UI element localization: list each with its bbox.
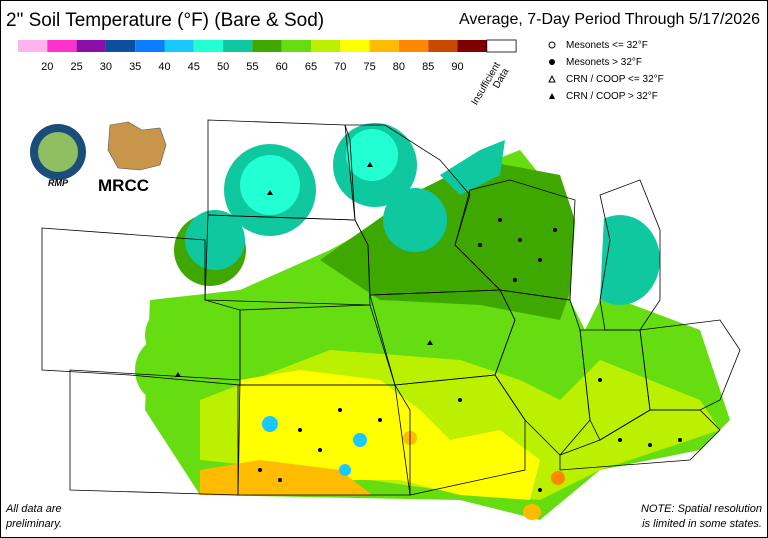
legend-swatch: [135, 40, 165, 52]
legend-swatch: [369, 40, 399, 52]
key-label: Mesonets <= 32°F: [566, 40, 648, 51]
border: [237, 384, 411, 496]
zone: [185, 210, 245, 270]
station: [678, 438, 682, 442]
key-label: CRN / COOP <= 32°F: [566, 74, 664, 85]
legend-tick-label: 35: [129, 61, 141, 73]
note-right: NOTE: Spatial resolution: [641, 503, 762, 515]
border: [559, 409, 721, 471]
legend-tick-label: 75: [363, 61, 375, 73]
rmp-label: RMP: [48, 178, 69, 188]
zone: [523, 504, 541, 520]
legend-tick-label: 90: [451, 61, 463, 73]
logos: RMP MRCC: [30, 121, 167, 195]
zone: [353, 433, 367, 447]
station: [618, 438, 622, 442]
station: [538, 258, 542, 262]
legend-swatch: [340, 40, 370, 52]
zone: [551, 471, 565, 485]
legend-tick-label: 25: [70, 61, 82, 73]
station: [478, 243, 482, 247]
zone: [262, 416, 278, 432]
station: [648, 443, 652, 447]
legend-tick-label: 80: [393, 61, 405, 73]
legend-swatch: [105, 40, 136, 52]
station: [553, 228, 557, 232]
legend-swatch: [311, 40, 341, 52]
legend-swatch: [428, 40, 458, 52]
key-label: Mesonets > 32°F: [566, 57, 642, 68]
legend-tick-label: 55: [246, 61, 258, 73]
legend-tick-label: 70: [334, 61, 346, 73]
station: [278, 478, 282, 482]
station: [175, 372, 181, 377]
legend-tick-label: 85: [422, 61, 434, 73]
border: [207, 119, 356, 221]
zone: [240, 155, 300, 215]
legend-swatch: [457, 40, 487, 52]
legend-tick-label: 30: [100, 61, 112, 73]
rmp-logo-globe: [38, 132, 78, 172]
zone: [339, 464, 351, 476]
period: Average, 7-Day Period Through 5/17/2026: [459, 11, 760, 28]
key-label: CRN / COOP > 32°F: [566, 91, 658, 102]
legend-swatch: [193, 40, 224, 52]
zone: [200, 460, 372, 495]
legend-swatch: [252, 40, 282, 52]
key-symbol: [548, 74, 556, 83]
mrcc-label: MRCC: [98, 176, 149, 195]
note-left: All data are: [5, 503, 62, 515]
key-symbol: [549, 59, 555, 65]
station: [367, 162, 373, 167]
legend-swatch: [164, 40, 194, 52]
zone: [383, 188, 447, 252]
legend-swatch: [398, 40, 429, 52]
station: [427, 340, 433, 345]
border: [394, 374, 526, 496]
zone: [320, 160, 585, 320]
legend-swatch-missing: [486, 39, 517, 53]
key: Mesonets <= 32°F Mesonets > 32°F CRN / C…: [548, 40, 664, 102]
legend-tick-label: 60: [276, 61, 288, 73]
legend-tick-label: 65: [305, 61, 317, 73]
legend-tick-label: 40: [158, 61, 170, 73]
zone: [346, 129, 398, 181]
station: [258, 468, 262, 472]
station: [298, 428, 302, 432]
lake: [570, 175, 605, 330]
station: [458, 398, 462, 402]
state-borders: [41, 119, 741, 496]
legend-swatch: [76, 40, 106, 52]
legend-swatch: [18, 40, 48, 52]
zone: [135, 335, 205, 405]
station: [598, 378, 602, 382]
station: [518, 238, 522, 242]
station: [538, 488, 542, 492]
station: [267, 190, 273, 195]
border: [639, 319, 741, 411]
legend-tick-label: 20: [41, 61, 53, 73]
zone: [440, 140, 505, 195]
legend-tick-label: 45: [188, 61, 200, 73]
station: [498, 218, 502, 222]
station: [513, 278, 517, 282]
key-symbol: [549, 93, 555, 99]
note-right: is limited in some states.: [642, 518, 762, 530]
mrcc-logo-map: [107, 121, 167, 171]
legend-swatch: [47, 40, 77, 52]
key-symbol: [548, 41, 556, 49]
station: [338, 408, 342, 412]
stations: [175, 162, 682, 492]
note-left: preliminary.: [5, 518, 62, 530]
legend-swatch: [281, 40, 311, 52]
station: [318, 448, 322, 452]
legend-swatch: [223, 40, 253, 52]
title: 2" Soil Temperature (°F) (Bare & Sod): [6, 10, 324, 31]
station: [378, 418, 382, 422]
legend-tick-label: 50: [217, 61, 229, 73]
